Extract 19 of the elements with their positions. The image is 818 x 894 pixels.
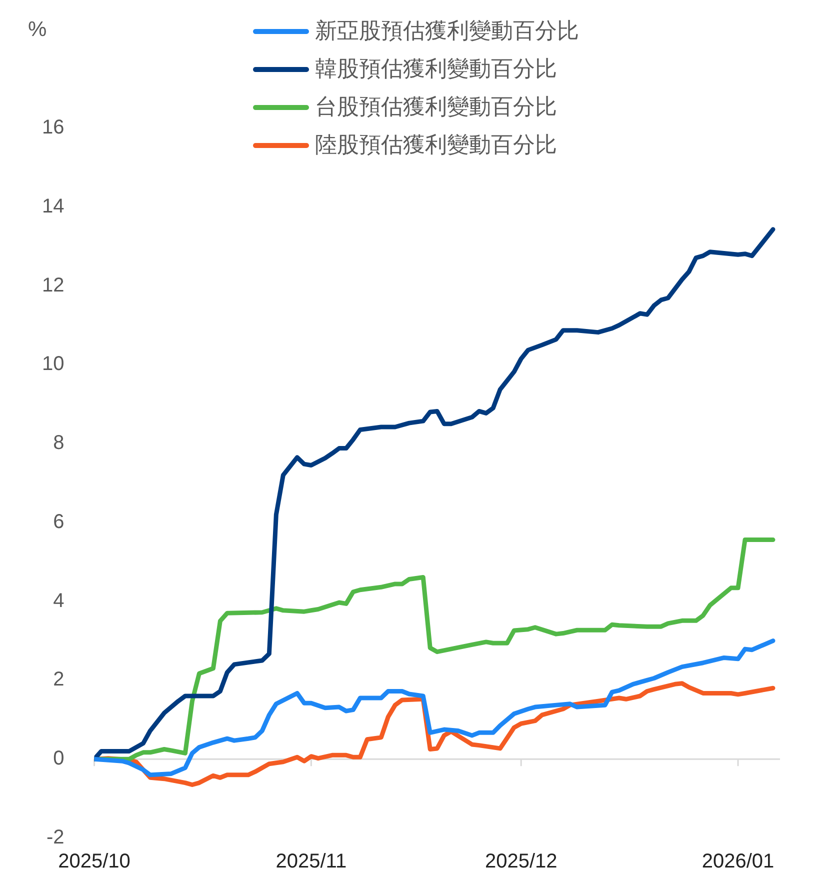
y-tick-label: 6 xyxy=(53,510,64,533)
y-axis-title: % xyxy=(28,18,47,42)
y-tick-label: 14 xyxy=(42,195,64,218)
legend-label: 陸股預估獲利變動百分比 xyxy=(315,131,557,159)
y-tick-label: 10 xyxy=(42,353,64,376)
legend-label: 韓股預估獲利變動百分比 xyxy=(315,55,557,83)
legend-label: 台股預估獲利變動百分比 xyxy=(315,93,557,121)
y-tick-label: 8 xyxy=(53,432,64,454)
legend-label: 新亞股預估獲利變動百分比 xyxy=(315,17,579,45)
x-tick-label: 2025/10 xyxy=(58,850,130,873)
y-tick-label: 16 xyxy=(42,116,64,139)
y-tick-label: -2 xyxy=(46,826,64,849)
x-tick-label: 2025/12 xyxy=(484,850,558,873)
x-tick-label: 2025/11 xyxy=(276,850,347,873)
y-tick-label: 2 xyxy=(53,668,64,691)
y-tick-label: 4 xyxy=(53,590,64,612)
x-tick-label: 2026/01 xyxy=(702,850,774,873)
y-tick-label: 12 xyxy=(42,274,64,296)
y-tick-label: 0 xyxy=(53,748,64,770)
